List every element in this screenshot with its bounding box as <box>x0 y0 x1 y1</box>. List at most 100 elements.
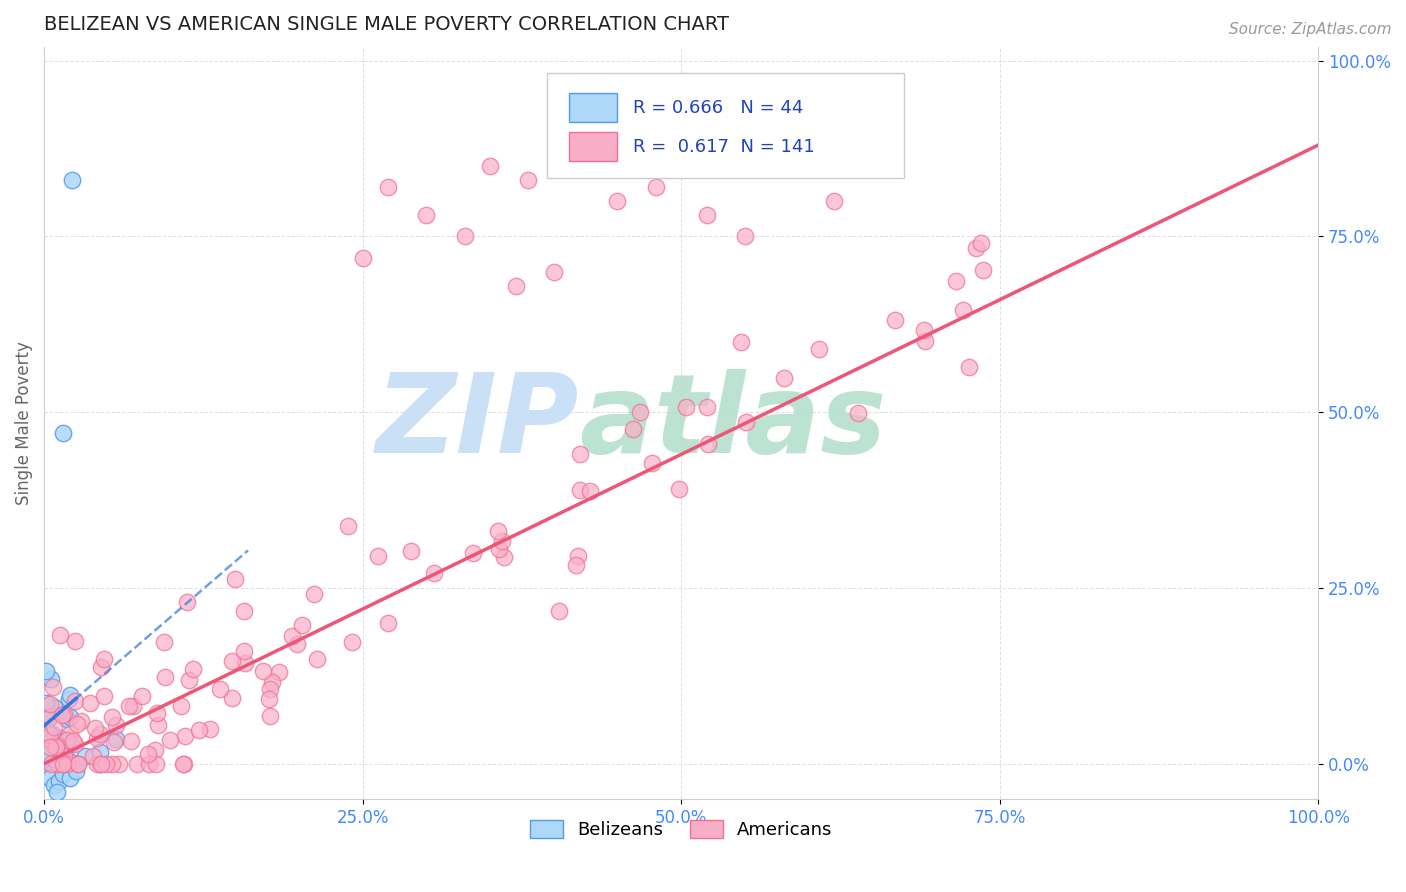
Point <box>152 635 174 649</box>
Point <box>644 180 666 194</box>
Point <box>957 359 980 374</box>
Point <box>52 426 75 441</box>
FancyBboxPatch shape <box>547 73 904 178</box>
Point <box>39 708 62 723</box>
Point <box>269 665 291 679</box>
Point <box>82 749 104 764</box>
Point <box>127 756 149 771</box>
Point <box>173 729 195 743</box>
Point <box>52 767 75 781</box>
Point <box>606 194 628 209</box>
Point <box>285 637 308 651</box>
Point <box>41 733 63 747</box>
Point <box>209 681 232 696</box>
Point <box>491 534 513 549</box>
Point <box>63 737 86 751</box>
Point <box>42 752 65 766</box>
Point <box>60 755 83 769</box>
Point <box>41 726 63 740</box>
Point <box>846 406 869 420</box>
Point <box>159 733 181 747</box>
Point <box>121 699 143 714</box>
Point <box>101 709 124 723</box>
Point <box>93 651 115 665</box>
Point <box>67 756 90 771</box>
Point <box>146 706 169 721</box>
Legend: Belizeans, Americans: Belizeans, Americans <box>523 813 839 847</box>
Point <box>176 595 198 609</box>
Point <box>307 651 329 665</box>
Point <box>52 756 75 771</box>
Point <box>38 725 60 739</box>
Point <box>56 756 79 771</box>
Point <box>58 691 80 706</box>
Point <box>170 698 193 713</box>
Point <box>188 723 211 737</box>
Point <box>281 629 304 643</box>
Point <box>56 732 79 747</box>
Point <box>486 524 509 538</box>
Point <box>494 550 516 565</box>
Point <box>44 720 66 734</box>
Point <box>45 785 67 799</box>
Point <box>640 457 662 471</box>
Point <box>65 633 87 648</box>
Point <box>104 731 127 746</box>
Point <box>37 744 59 758</box>
Point <box>377 616 399 631</box>
Point <box>259 681 281 696</box>
Point <box>44 751 66 765</box>
Point <box>970 236 993 251</box>
Point <box>235 656 257 670</box>
Point <box>53 748 76 763</box>
Point <box>302 587 325 601</box>
Point <box>49 731 72 746</box>
Point <box>772 138 794 153</box>
Point <box>221 691 243 706</box>
Point <box>44 739 66 753</box>
Point <box>668 482 690 496</box>
Point <box>59 688 82 702</box>
Point <box>39 728 62 742</box>
Point <box>59 710 82 724</box>
Point <box>93 689 115 703</box>
Point <box>399 543 422 558</box>
Point <box>548 604 571 618</box>
Point <box>100 756 122 771</box>
Point <box>177 673 200 687</box>
Point <box>34 752 56 766</box>
Point <box>696 400 718 414</box>
Point <box>66 756 89 771</box>
Point <box>34 665 56 679</box>
Point <box>578 483 600 498</box>
Point <box>730 335 752 350</box>
FancyBboxPatch shape <box>569 132 617 161</box>
Point <box>675 400 697 414</box>
Point <box>34 739 56 753</box>
Point <box>669 124 692 138</box>
Point <box>66 717 89 731</box>
Point <box>252 664 274 678</box>
Point <box>136 747 159 761</box>
Point <box>423 566 446 581</box>
Point <box>39 771 62 785</box>
Point <box>233 604 256 618</box>
Point <box>34 731 56 746</box>
Point <box>628 405 651 419</box>
Point <box>912 323 935 337</box>
Point <box>262 675 284 690</box>
Text: R = 0.666   N = 44: R = 0.666 N = 44 <box>633 99 803 117</box>
Point <box>146 718 169 732</box>
Point <box>453 229 475 244</box>
Point <box>568 483 591 498</box>
Point <box>569 447 592 461</box>
Point <box>59 737 82 751</box>
Point <box>44 778 66 792</box>
Point <box>259 709 281 723</box>
Point <box>884 313 907 327</box>
Point <box>565 558 588 572</box>
Point <box>517 173 540 187</box>
Point <box>120 734 142 748</box>
Point <box>34 717 56 731</box>
Point <box>131 690 153 704</box>
